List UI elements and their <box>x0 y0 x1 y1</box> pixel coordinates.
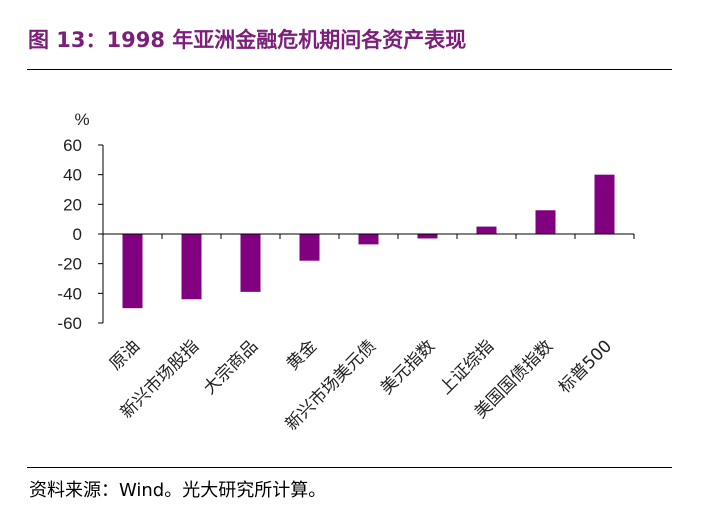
source-divider <box>27 467 672 468</box>
y-tick-label: -20 <box>57 255 82 274</box>
source-note: 资料来源：Wind。光大研究所计算。 <box>29 480 327 501</box>
x-category-label: 原油 <box>106 336 144 374</box>
y-tick-label: 60 <box>63 136 82 155</box>
y-tick-label: 40 <box>63 166 82 185</box>
chart-title: 图 13：1998 年亚洲金融危机期间各资产表现 <box>28 28 467 52</box>
x-category-label: 黄金 <box>283 336 321 374</box>
x-category-label: 标普500 <box>555 336 616 397</box>
x-category-label: 美元指数 <box>377 336 439 398</box>
y-axis-unit-label: % <box>74 110 89 129</box>
bar-6 <box>476 226 497 234</box>
y-axis-ticks: 60 40 20 0 -20 -40 -60 <box>57 136 103 333</box>
y-tick-label: 20 <box>63 195 82 214</box>
bar-4 <box>358 234 379 245</box>
x-category-label: 大宗商品 <box>200 336 262 398</box>
title-divider <box>27 69 672 70</box>
x-axis-ticks <box>102 234 635 239</box>
bar-3 <box>299 234 320 261</box>
bar-8 <box>594 174 615 234</box>
bar-1 <box>181 234 202 300</box>
y-tick-label: -40 <box>57 284 82 303</box>
bar-5 <box>417 234 438 239</box>
y-tick-label: -60 <box>57 314 82 333</box>
bar-2 <box>240 234 261 292</box>
bar-7 <box>535 210 556 234</box>
y-tick-label: 0 <box>73 225 82 244</box>
bar-series <box>122 174 615 309</box>
bar-0 <box>122 234 143 309</box>
